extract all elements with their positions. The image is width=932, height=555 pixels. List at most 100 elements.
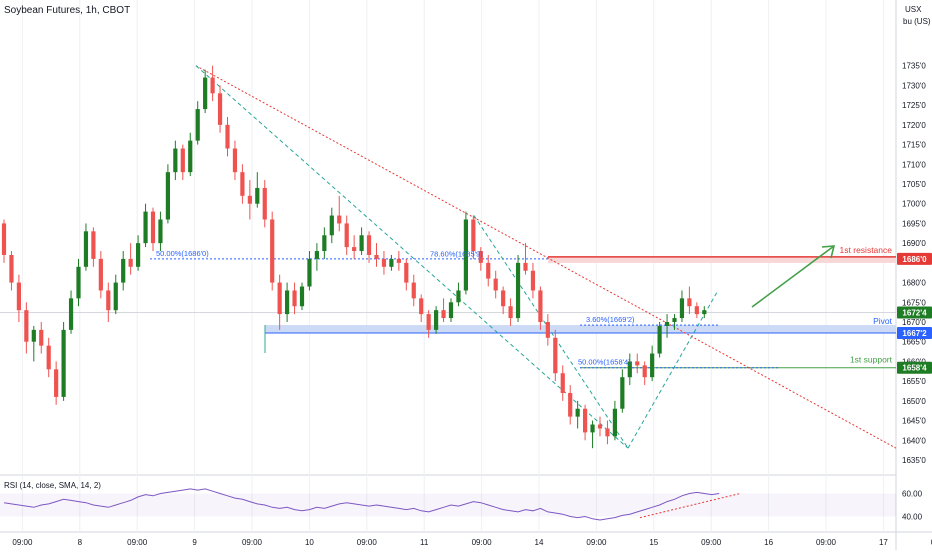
- channel-line-upper: [195, 65, 629, 449]
- fib-lower-label: 50.00%(1658'4): [578, 358, 631, 367]
- candle-body: [620, 377, 625, 409]
- candle-body: [195, 109, 200, 141]
- candle-body: [366, 235, 372, 255]
- price-tick-label: 1655'0: [902, 377, 926, 386]
- candle-body: [128, 258, 133, 267]
- candle-body: [352, 247, 357, 252]
- candle-body: [307, 258, 312, 287]
- candle-body: [91, 231, 96, 259]
- price-tick-label: 1720'0: [902, 121, 926, 130]
- candle-body: [687, 298, 692, 307]
- candle-body: [322, 235, 327, 252]
- candle-body: [523, 262, 528, 271]
- projection-arrow: [751, 245, 835, 308]
- candle-body: [225, 124, 230, 149]
- resistance-label: 1st resistance: [840, 245, 893, 255]
- candle-body: [471, 219, 476, 252]
- candle-body: [292, 290, 297, 307]
- candle-body: [389, 258, 394, 267]
- candle-body: [441, 310, 446, 319]
- time-tick-label: 14: [535, 538, 544, 547]
- rsi-trendline: [639, 493, 741, 519]
- candle-body: [165, 172, 170, 220]
- candle-body: [627, 361, 632, 378]
- candle-body: [642, 365, 647, 378]
- candle-body: [404, 262, 409, 283]
- price-tick-label: 1680'0: [902, 279, 926, 288]
- recovery-line: [627, 290, 719, 449]
- fib-50-label: 50.00%(1686'0): [156, 249, 209, 258]
- candle-body: [76, 266, 81, 299]
- candle-body: [24, 310, 29, 342]
- candle-body: [374, 254, 379, 259]
- candle-body: [650, 353, 655, 378]
- candle-body: [538, 290, 543, 322]
- candle-body: [98, 258, 103, 291]
- candle-body: [664, 322, 670, 326]
- candle-body: [612, 408, 617, 437]
- rsi-panel: 60.00 40.00: [0, 488, 923, 522]
- price-tick-label: 1670'0: [902, 318, 926, 327]
- candle-body: [478, 251, 483, 263]
- candle-body: [150, 211, 156, 244]
- candle-body: [68, 298, 74, 330]
- candle-body: [344, 223, 349, 248]
- candle-body: [583, 408, 588, 433]
- price-tick-label: 1715'0: [902, 141, 926, 150]
- candle-body: [121, 258, 126, 283]
- candle-body: [381, 258, 387, 267]
- downtrend-line: [195, 65, 897, 449]
- candle-body: [9, 254, 14, 283]
- time-tick-label: 11: [420, 538, 429, 547]
- candle-body: [158, 219, 163, 244]
- candle-body: [493, 278, 498, 291]
- price-tick-label: 1650'0: [902, 397, 926, 406]
- time-tick-label: 09:00: [12, 538, 33, 547]
- candle-body: [545, 322, 550, 338]
- candle-body: [277, 282, 282, 315]
- candle-body: [83, 231, 89, 267]
- price-tick-label: 1695'0: [902, 219, 926, 228]
- candle-body: [143, 211, 148, 244]
- candle-body: [448, 302, 454, 319]
- candle-body: [217, 93, 223, 125]
- candle-body: [188, 140, 193, 173]
- price-tick-label: 1640'0: [902, 436, 926, 445]
- candle-body: [314, 251, 319, 259]
- time-tick-label: 09:00: [242, 538, 263, 547]
- candle-body: [568, 392, 573, 417]
- pivot-price-tag-text: 1667'2: [902, 329, 927, 338]
- candle-body: [240, 172, 245, 196]
- candle-body: [247, 195, 252, 204]
- time-tick-label: 15: [649, 538, 658, 547]
- candle-body: [210, 77, 215, 94]
- time-tick-label: 09:00: [586, 538, 607, 547]
- candle-body: [255, 187, 260, 204]
- resistance-zone: [548, 256, 896, 263]
- time-tick-label: 9: [192, 538, 197, 547]
- candle-body: [553, 337, 558, 374]
- time-tick-label: 10: [305, 538, 314, 547]
- channel-line-lower: [473, 215, 629, 449]
- fib-upper-label: 3.60%(1669'2): [586, 315, 635, 324]
- price-tick-label: 1675'0: [902, 298, 926, 307]
- candle-body: [203, 77, 208, 110]
- support-price-tag: [897, 361, 932, 374]
- candle-body: [329, 215, 334, 236]
- candle-body: [508, 306, 513, 319]
- candle-body: [46, 345, 51, 370]
- candle-body: [106, 290, 111, 311]
- price-axis: 1735'0 1730'0 1725'0 1720'0 1715'0 1710'0 1705…: [897, 62, 932, 465]
- candle-body: [173, 148, 178, 173]
- candle-body: [16, 282, 21, 311]
- support-price-tag-text: 1658'4: [902, 364, 927, 373]
- price-tick-label: 1665'0: [902, 338, 926, 347]
- price-tick-label: 1710'0: [902, 160, 926, 169]
- candle-body: [657, 325, 662, 354]
- candle-body: [31, 329, 36, 342]
- candle-body: [694, 306, 699, 315]
- support-label: 1st support: [850, 355, 893, 365]
- candle-body: [113, 282, 118, 311]
- candle-body: [61, 329, 66, 397]
